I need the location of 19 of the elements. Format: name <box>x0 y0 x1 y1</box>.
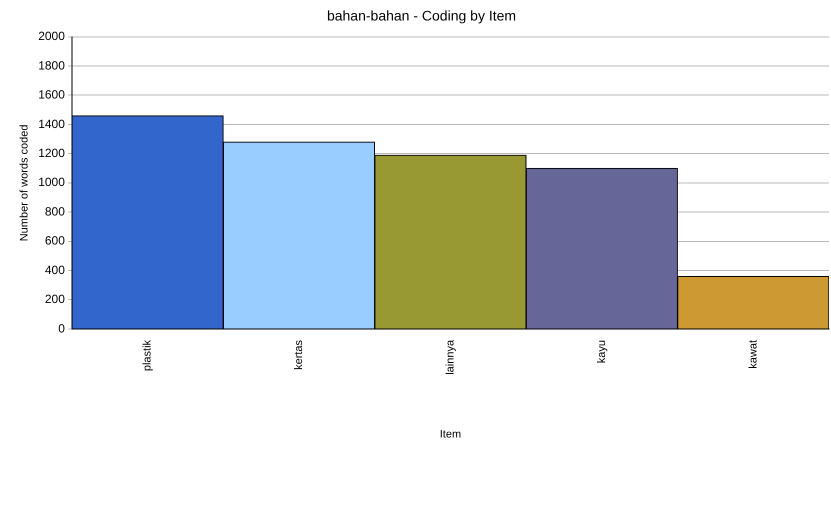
y-tick-label: 1400 <box>38 116 66 131</box>
x-tick-label: kertas <box>293 339 306 370</box>
y-tick-label: 200 <box>44 292 66 306</box>
y-tick-label: 1000 <box>38 175 66 190</box>
y-tick-label: 800 <box>44 204 66 218</box>
y-tick-label: 1200 <box>38 146 66 160</box>
y-tick-label: 600 <box>44 234 66 248</box>
y-tick-label: 1800 <box>38 58 66 72</box>
y-tick-label: 1600 <box>38 88 66 102</box>
x-tick-label: kawat <box>747 340 760 369</box>
x-axis-title: Item <box>440 428 462 440</box>
y-tick-label: 400 <box>44 262 66 277</box>
x-tick-label: kayu <box>596 340 608 364</box>
y-axis-title: Number of words coded <box>18 124 31 242</box>
y-tick-label: 0 <box>58 321 66 336</box>
x-tick-label: plastik <box>142 339 154 372</box>
chart-title: bahan-bahan - Coding by Item <box>326 7 516 24</box>
x-tick-label: lainnya <box>444 339 456 375</box>
y-tick-label: 2000 <box>38 29 66 44</box>
